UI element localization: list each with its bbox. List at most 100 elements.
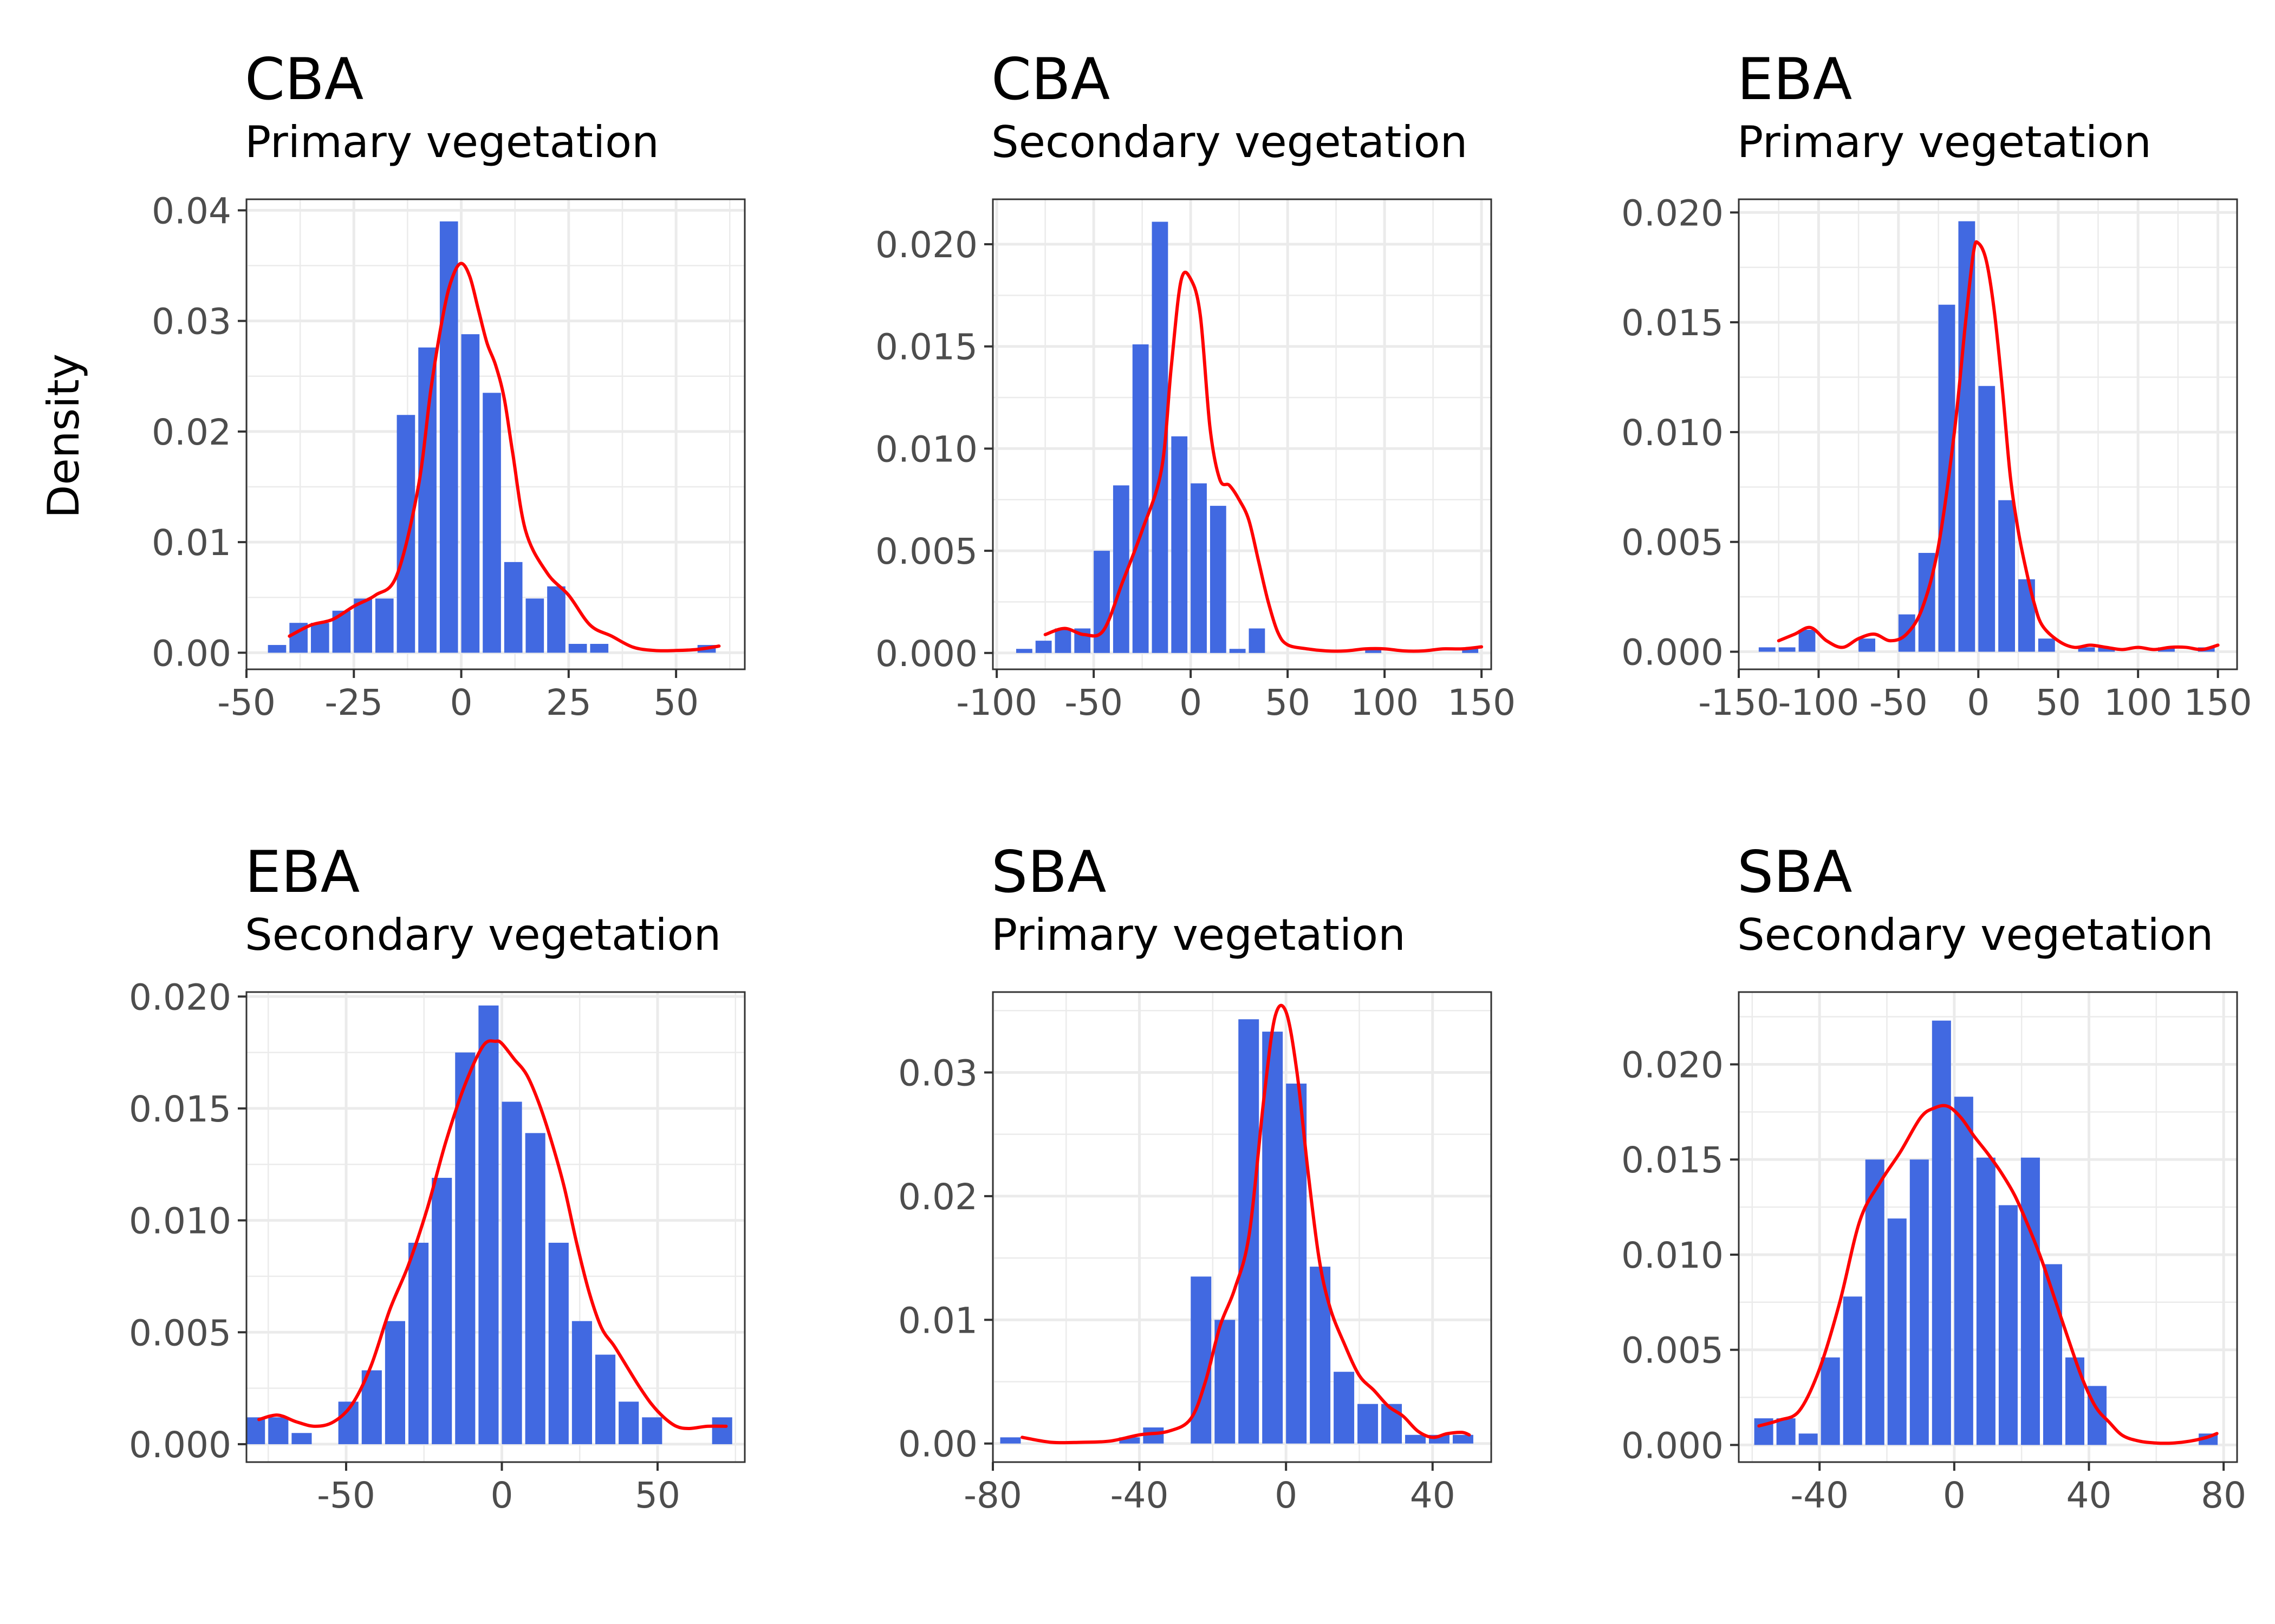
y-tick-label: 0.02: [898, 1176, 978, 1218]
x-tick-label: 40: [1410, 1475, 1455, 1516]
panel-subtitle: Primary vegetation: [245, 117, 659, 167]
histogram-bar: [354, 598, 372, 653]
x-tick-label: 50: [635, 1475, 680, 1516]
panel-subtitle: Secondary vegetation: [245, 910, 721, 960]
x-tick-label: -150: [1698, 682, 1779, 723]
histogram-bar: [642, 1417, 662, 1444]
y-tick-label: 0.015: [1621, 1139, 1724, 1181]
histogram-bar: [1210, 506, 1226, 653]
panel-title: SBA: [1737, 839, 1852, 905]
y-tick-label: 0.01: [152, 522, 231, 564]
histogram-bar: [1798, 629, 1816, 652]
histogram-bar: [1798, 1433, 1818, 1445]
histogram-bar: [571, 1321, 592, 1444]
histogram-bar: [1865, 1159, 1884, 1445]
panel-plot-area: [1739, 992, 2237, 1462]
histogram-bar: [595, 1354, 616, 1444]
histogram-bar: [268, 645, 287, 653]
x-tick-label: 25: [546, 682, 592, 723]
y-tick-label: 0.00: [898, 1424, 978, 1465]
x-tick-label: 0: [1179, 682, 1202, 723]
x-tick-label: -80: [964, 1475, 1022, 1516]
histogram-bar: [375, 598, 394, 653]
y-tick-label: 0.015: [1621, 302, 1724, 344]
histogram-bar: [461, 334, 480, 653]
facet-panels: CBA Primary vegetation 0.00 0.01 0.02 0.03 0.0…: [129, 46, 2252, 1516]
x-tick-label: -100: [956, 682, 1037, 723]
histogram-bar: [1938, 304, 1955, 652]
histogram-bar: [408, 1242, 429, 1444]
y-tick-label: 0.010: [1621, 412, 1724, 454]
panel-subtitle: Primary vegetation: [1737, 117, 2152, 167]
histogram-bar: [502, 1101, 522, 1444]
y-tick-label: 0.000: [875, 633, 978, 675]
y-tick-label: 0.000: [1621, 632, 1724, 674]
histogram-bar: [2038, 638, 2055, 652]
histogram-bar: [2078, 647, 2095, 652]
x-tick-label: -40: [1110, 1475, 1169, 1516]
histogram-bar: [2098, 647, 2115, 652]
histogram-bar: [1119, 1437, 1140, 1444]
y-tick-label: 0.000: [1621, 1425, 1724, 1466]
histogram-bar: [1976, 1157, 1995, 1445]
y-tick-label: 0.03: [152, 301, 231, 343]
x-tick-label: -25: [324, 682, 383, 723]
histogram-bar: [1821, 1357, 1840, 1445]
y-tick-label: 0.010: [1621, 1235, 1724, 1276]
histogram-bar: [2158, 647, 2175, 652]
histogram-bar: [1191, 1276, 1212, 1444]
panel-border: [1738, 991, 2238, 1463]
y-tick-label: 0.015: [875, 327, 978, 368]
histogram-bar: [568, 644, 587, 653]
histogram-bar: [1055, 628, 1071, 653]
x-tick-label: 0: [1943, 1475, 1966, 1516]
histogram-bar: [1978, 386, 1995, 652]
histogram-bar: [1778, 647, 1796, 652]
density-curve: [1043, 270, 1484, 653]
histogram-bar: [385, 1321, 405, 1444]
panel-plot-area: [993, 199, 1491, 669]
histogram-bar: [1998, 1205, 2018, 1445]
panel-subtitle: Primary vegetation: [991, 910, 1406, 960]
x-tick-label: -50: [1869, 682, 1928, 723]
histogram-bar: [619, 1401, 639, 1444]
x-tick-label: 80: [2201, 1475, 2246, 1516]
histogram-bar: [548, 1242, 569, 1444]
histogram-bar: [483, 393, 501, 653]
x-tick-label: 0: [491, 1475, 514, 1516]
histogram-bar: [547, 586, 566, 653]
panel-border: [992, 991, 1492, 1463]
histogram-bar: [1998, 500, 2016, 652]
histogram-bar: [455, 1052, 476, 1444]
histogram-bar: [246, 1417, 265, 1444]
x-tick-label: 150: [1447, 682, 1516, 723]
histogram-bar: [1214, 1320, 1236, 1444]
y-tick-label: 0.020: [129, 976, 231, 1018]
histogram-bar: [432, 1178, 452, 1444]
histogram-bar: [1887, 1218, 1907, 1445]
y-tick-label: 0.005: [1621, 522, 1724, 564]
x-tick-label: 40: [2066, 1475, 2111, 1516]
y-tick-label: 0.01: [898, 1300, 978, 1341]
panel-border: [245, 991, 746, 1463]
histogram-bar: [1262, 1032, 1283, 1444]
histogram-bar: [1191, 483, 1207, 653]
density-curve: [1777, 240, 2220, 651]
histogram-bar: [525, 1133, 545, 1444]
histogram-bar: [1016, 649, 1032, 653]
histogram-bar: [310, 623, 329, 653]
x-tick-label: 0: [450, 682, 473, 723]
histogram-bar: [1958, 221, 1975, 652]
panel-border: [992, 198, 1492, 670]
histogram-bar: [1462, 649, 1479, 653]
x-tick-label: 0: [1967, 682, 1990, 723]
x-tick-label: -50: [317, 1475, 375, 1516]
panel-title: CBA: [991, 46, 1110, 113]
histogram-bar: [590, 644, 609, 653]
panel-border: [245, 198, 746, 670]
x-tick-label: -50: [217, 682, 276, 723]
